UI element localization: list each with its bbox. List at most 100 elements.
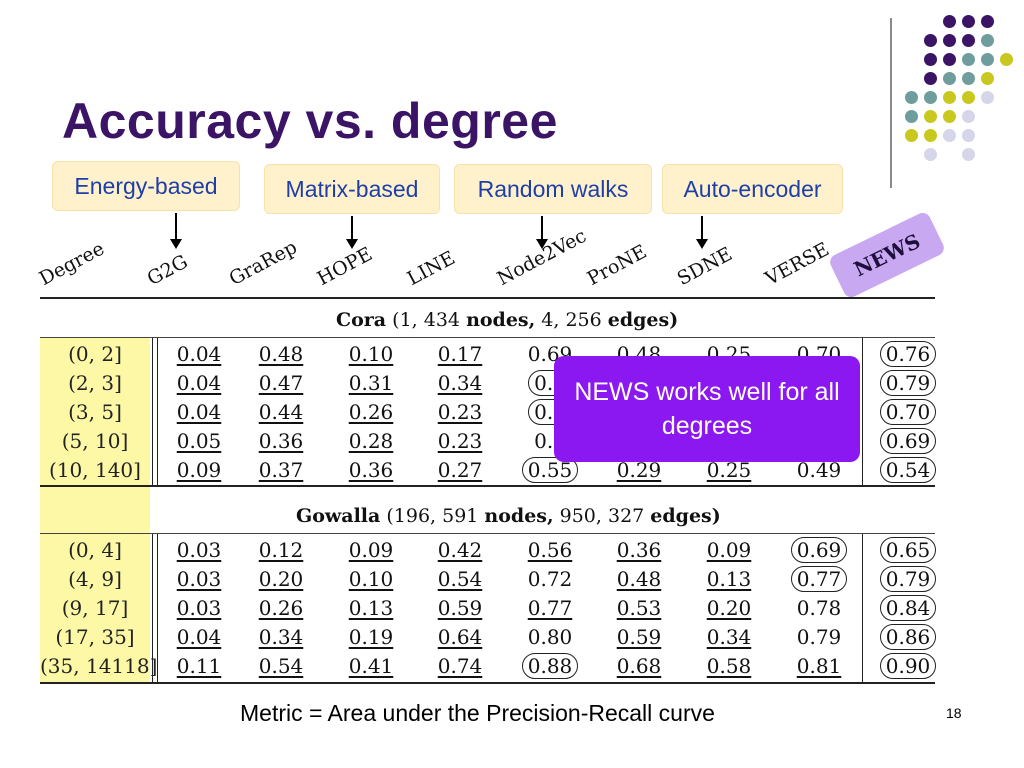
cell-value: 0.76 bbox=[879, 341, 937, 367]
footer-metric-note: Metric = Area under the Precision-Recall… bbox=[240, 700, 715, 726]
header-verse: VERSE bbox=[761, 238, 833, 290]
cell-value: 0.79 bbox=[796, 625, 842, 649]
table-cell: 0.53 bbox=[599, 595, 679, 621]
table-cell: 0.70 bbox=[868, 399, 948, 425]
table-cell: 0.65 bbox=[868, 537, 948, 563]
table-separator bbox=[157, 534, 158, 682]
degree-column-highlight bbox=[40, 338, 150, 684]
table-cell: 0.64 bbox=[420, 624, 500, 650]
cell-value: 0.84 bbox=[879, 595, 937, 621]
table-cell: 0.04 bbox=[159, 624, 239, 650]
table-cell: 0.84 bbox=[868, 595, 948, 621]
cell-value: 0.65 bbox=[879, 537, 937, 563]
cell-value: 0.12 bbox=[258, 538, 304, 562]
table-cell: 0.10 bbox=[331, 341, 411, 367]
table-cell: 0.55 bbox=[510, 457, 590, 483]
decorative-dot bbox=[924, 110, 937, 123]
decorative-dot bbox=[943, 110, 956, 123]
cell-value: 0.29 bbox=[616, 458, 662, 482]
table-cell: 0.31 bbox=[331, 370, 411, 396]
arrow-matrix-to-hope bbox=[346, 216, 358, 249]
table-cell: 0.09 bbox=[331, 537, 411, 563]
arrow-random-to-node2vec bbox=[536, 216, 548, 249]
decorative-dot bbox=[962, 15, 975, 28]
decorative-dot bbox=[962, 129, 975, 142]
cell-value: 0.49 bbox=[796, 458, 842, 482]
cell-value: 0.53 bbox=[616, 596, 662, 620]
cell-value: 0.03 bbox=[176, 596, 222, 620]
cell-value: 0.54 bbox=[437, 567, 483, 591]
cell-value: 0.34 bbox=[437, 371, 483, 395]
table-cell: 0.79 bbox=[779, 624, 859, 650]
table-cell: 0.79 bbox=[868, 566, 948, 592]
cell-value: 0.31 bbox=[348, 371, 394, 395]
table-cell: 0.81 bbox=[779, 653, 859, 679]
cell-value: 0.26 bbox=[348, 400, 394, 424]
table-cell: 0.80 bbox=[510, 624, 590, 650]
table-cell: 0.58 bbox=[689, 653, 769, 679]
cell-value: 0.34 bbox=[706, 625, 752, 649]
table-cell: 0.03 bbox=[159, 566, 239, 592]
table-separator bbox=[862, 338, 863, 485]
decorative-dot bbox=[981, 53, 994, 66]
table-cell: 0.23 bbox=[420, 428, 500, 454]
section-caption-cora: Cora (1, 434 nodes, 4, 256 edges) bbox=[336, 309, 679, 331]
table-cell: 0.03 bbox=[159, 595, 239, 621]
degree-bin: (0, 4] bbox=[68, 538, 122, 562]
table-cell: 0.88 bbox=[510, 653, 590, 679]
decorative-dot bbox=[962, 148, 975, 161]
table-cell: 0.12 bbox=[241, 537, 321, 563]
cell-value: 0.77 bbox=[527, 596, 573, 620]
callout-news-works-well: NEWS works well for all degrees bbox=[554, 356, 860, 462]
decorative-dot bbox=[981, 34, 994, 47]
cell-value: 0.48 bbox=[258, 342, 304, 366]
cell-value: 0.13 bbox=[348, 596, 394, 620]
table-cell: 0.77 bbox=[510, 595, 590, 621]
table-cell: 0.76 bbox=[868, 341, 948, 367]
table-cell: 0.49 bbox=[779, 457, 859, 483]
cell-value: 0.42 bbox=[437, 538, 483, 562]
cell-value: 0.20 bbox=[258, 567, 304, 591]
degree-bin: (9, 17] bbox=[61, 596, 129, 620]
cell-value: 0.74 bbox=[437, 654, 483, 678]
table-cell: 0.20 bbox=[689, 595, 769, 621]
decorative-dot bbox=[981, 91, 994, 104]
decorative-dot bbox=[943, 34, 956, 47]
page-number: 18 bbox=[946, 705, 962, 721]
decorative-dot bbox=[981, 15, 994, 28]
table-separator bbox=[862, 534, 863, 682]
table-cell: 0.36 bbox=[599, 537, 679, 563]
gowalla-header-rule bbox=[40, 533, 935, 534]
table-cell: 0.11 bbox=[159, 653, 239, 679]
table-cell: 0.54 bbox=[241, 653, 321, 679]
cell-value: 0.03 bbox=[176, 538, 222, 562]
table-cell: 0.48 bbox=[599, 566, 679, 592]
arrow-autoencoder-to-sdne bbox=[696, 216, 708, 249]
degree-bin: (5, 10] bbox=[61, 429, 129, 453]
decorative-dot bbox=[924, 148, 937, 161]
table-top-rule bbox=[40, 297, 935, 299]
decorative-dot bbox=[962, 53, 975, 66]
header-sdne: SDNE bbox=[673, 242, 736, 290]
decorative-dot bbox=[962, 34, 975, 47]
cell-value: 0.28 bbox=[348, 429, 394, 453]
cell-value: 0.69 bbox=[790, 537, 848, 563]
degree-bin: (4, 9] bbox=[68, 567, 122, 591]
cell-value: 0.13 bbox=[706, 567, 752, 591]
cell-value: 0.03 bbox=[176, 567, 222, 591]
table-cell: 0.90 bbox=[868, 653, 948, 679]
cell-value: 0.37 bbox=[258, 458, 304, 482]
decorative-dot-grid bbox=[905, 15, 1024, 165]
table-cell: 0.44 bbox=[241, 399, 321, 425]
cell-value: 0.20 bbox=[706, 596, 752, 620]
table-cell: 0.04 bbox=[159, 341, 239, 367]
cell-value: 0.64 bbox=[437, 625, 483, 649]
table-cell: 0.34 bbox=[689, 624, 769, 650]
cell-value: 0.36 bbox=[348, 458, 394, 482]
decorative-dot bbox=[943, 15, 956, 28]
table-cell: 0.20 bbox=[241, 566, 321, 592]
cell-value: 0.68 bbox=[616, 654, 662, 678]
cell-value: 0.04 bbox=[176, 625, 222, 649]
degree-bin: (10, 140] bbox=[49, 458, 141, 482]
table-cell: 0.41 bbox=[331, 653, 411, 679]
